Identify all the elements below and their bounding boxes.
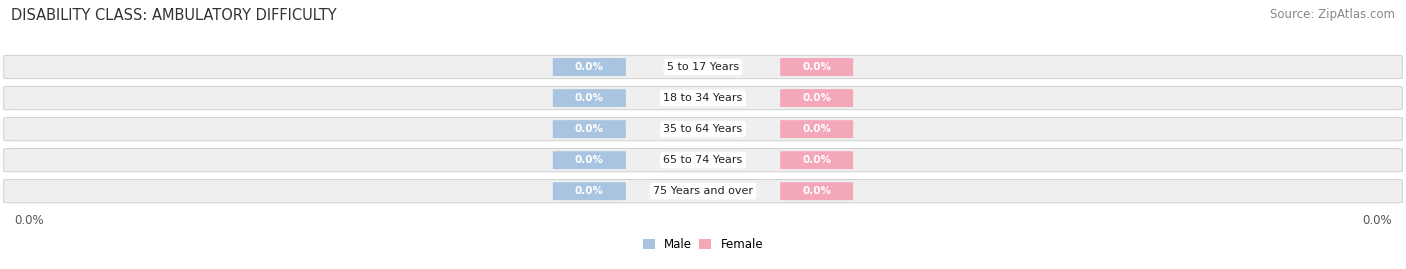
FancyBboxPatch shape (4, 180, 1402, 203)
Text: 0.0%: 0.0% (14, 214, 44, 226)
FancyBboxPatch shape (4, 148, 1402, 172)
FancyBboxPatch shape (780, 120, 853, 138)
Text: Source: ZipAtlas.com: Source: ZipAtlas.com (1270, 8, 1395, 21)
Text: 18 to 34 Years: 18 to 34 Years (664, 93, 742, 103)
Text: 0.0%: 0.0% (803, 124, 831, 134)
Text: 0.0%: 0.0% (575, 155, 603, 165)
Text: 0.0%: 0.0% (803, 155, 831, 165)
Text: 35 to 64 Years: 35 to 64 Years (664, 124, 742, 134)
Text: 0.0%: 0.0% (575, 62, 603, 72)
Text: 0.0%: 0.0% (575, 124, 603, 134)
FancyBboxPatch shape (4, 55, 1402, 79)
FancyBboxPatch shape (780, 89, 853, 107)
FancyBboxPatch shape (553, 89, 626, 107)
Text: 5 to 17 Years: 5 to 17 Years (666, 62, 740, 72)
Text: DISABILITY CLASS: AMBULATORY DIFFICULTY: DISABILITY CLASS: AMBULATORY DIFFICULTY (11, 8, 337, 23)
FancyBboxPatch shape (780, 151, 853, 169)
FancyBboxPatch shape (553, 58, 626, 76)
FancyBboxPatch shape (553, 182, 626, 200)
Text: 75 Years and over: 75 Years and over (652, 186, 754, 196)
Text: 0.0%: 0.0% (803, 186, 831, 196)
Text: 0.0%: 0.0% (575, 186, 603, 196)
FancyBboxPatch shape (780, 182, 853, 200)
FancyBboxPatch shape (780, 58, 853, 76)
Legend: Male, Female: Male, Female (638, 233, 768, 256)
FancyBboxPatch shape (553, 120, 626, 138)
FancyBboxPatch shape (4, 118, 1402, 141)
Text: 65 to 74 Years: 65 to 74 Years (664, 155, 742, 165)
FancyBboxPatch shape (553, 151, 626, 169)
Text: 0.0%: 0.0% (575, 93, 603, 103)
FancyBboxPatch shape (4, 86, 1402, 110)
Text: 0.0%: 0.0% (1362, 214, 1392, 226)
Text: 0.0%: 0.0% (803, 93, 831, 103)
Text: 0.0%: 0.0% (803, 62, 831, 72)
